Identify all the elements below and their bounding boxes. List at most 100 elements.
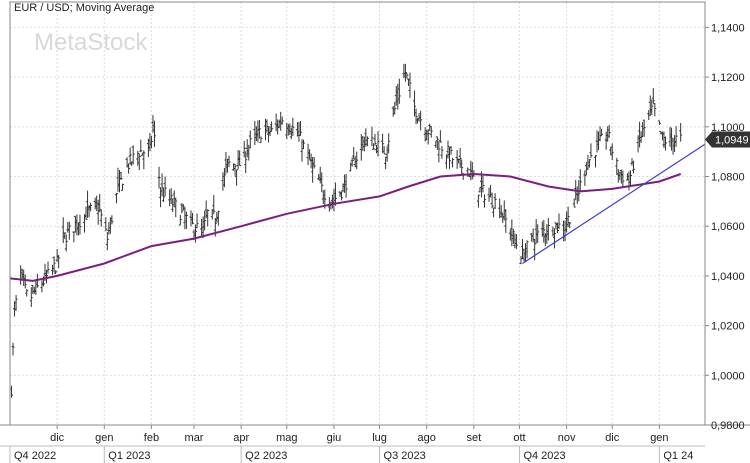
ohlc-bar — [190, 213, 194, 225]
ohlc-bar — [333, 182, 337, 206]
ohlc-bar — [235, 169, 239, 186]
ohlc-bar — [203, 210, 207, 231]
x-tick-label: apr — [233, 432, 249, 444]
ohlc-bar — [142, 150, 146, 170]
ohlc-bar — [490, 192, 494, 209]
quarter-label: Q1 24 — [663, 450, 693, 462]
ohlc-bar — [492, 207, 496, 218]
ohlc-bar — [114, 192, 118, 204]
ohlc-bar — [583, 170, 587, 186]
ohlc-bar — [131, 145, 135, 165]
ohlc-bar — [44, 269, 48, 284]
ohlc-bar — [381, 133, 385, 154]
x-tick-label: dic — [605, 432, 620, 444]
ohlc-bar — [259, 136, 263, 144]
ohlc-bar — [78, 214, 82, 235]
ohlc-bar — [397, 78, 401, 104]
x-tick-label: mag — [276, 432, 297, 444]
ohlc-bar — [481, 175, 485, 193]
quarter-label: Q4 2022 — [14, 450, 56, 462]
ohlc-bar — [265, 119, 269, 133]
plot-frame — [9, 1, 706, 426]
ohlc-bar — [533, 239, 537, 261]
y-tick-label: 1,0400 — [711, 271, 745, 283]
ohlc-bar — [607, 124, 611, 139]
ohlc-bar — [355, 151, 359, 170]
gridlines — [10, 2, 705, 426]
ohlc-bar — [440, 146, 444, 159]
ohlc-bar — [414, 108, 418, 125]
ohlc-bar — [476, 194, 480, 208]
ohlc-bar — [403, 63, 407, 82]
ohlc-bar — [54, 270, 58, 275]
ohlc-bar — [344, 174, 348, 198]
y-tick-label: 1,0200 — [711, 321, 745, 333]
ohlc-bar — [448, 147, 452, 169]
ohlc-bar — [426, 129, 430, 145]
ohlc-bar — [222, 167, 226, 188]
x-tick-label: nov — [558, 432, 576, 444]
ohlc-bar — [536, 224, 540, 243]
ohlc-bar — [23, 274, 27, 289]
ohlc-bar — [405, 72, 409, 79]
ohlc-bar — [25, 289, 29, 297]
ohlc-bar — [139, 139, 143, 152]
ohlc-bar — [184, 211, 188, 229]
ohlc-bar — [162, 187, 166, 202]
ohlc-bar — [149, 135, 153, 149]
ohlc-bar — [89, 202, 93, 212]
y-tick-label: 1,1000 — [711, 122, 745, 134]
ohlc-bar — [568, 222, 572, 229]
ohlc-bar — [340, 191, 344, 201]
ohlc-bar — [257, 119, 261, 139]
ohlc-bar — [371, 143, 375, 150]
x-tick-label: giu — [327, 432, 342, 444]
ohlc-bar — [72, 231, 76, 243]
ohlc-bar — [376, 131, 380, 157]
ohlc-bar — [163, 176, 167, 197]
ohlc-bar — [657, 120, 661, 125]
ohlc-bar — [248, 130, 252, 149]
ohlc-bar — [594, 155, 598, 168]
y-tick-label: 1,0800 — [711, 172, 745, 184]
ohlc-bar — [291, 117, 295, 137]
ohlc-bar — [546, 217, 550, 241]
ohlc-bar — [408, 72, 412, 98]
ohlc-bar — [566, 206, 570, 228]
moving-average-line — [9, 172, 682, 282]
ohlc-bar — [589, 143, 593, 158]
ohlc-bar — [552, 228, 556, 249]
y-tick-label: 1,1200 — [711, 72, 745, 84]
y-tick-label: 0,9800 — [711, 420, 745, 432]
ohlc-bar — [514, 234, 518, 250]
ohlc-bar — [387, 133, 391, 154]
ohlc-bar — [493, 193, 497, 209]
ohlc-bar — [370, 126, 374, 147]
ohlc-bar — [451, 157, 455, 168]
ohlc-bar — [458, 147, 462, 168]
y-tick-label: 1,1400 — [711, 22, 745, 34]
ohlc-bar — [64, 234, 68, 252]
ohlc-bar — [67, 221, 71, 240]
ohlc-bar — [460, 159, 464, 174]
ohlc-bar — [435, 136, 439, 150]
ohlc-bar — [446, 140, 450, 159]
ohlc-bar — [557, 213, 561, 230]
last-price-label: 1,0949 — [715, 134, 749, 146]
chart-title: EUR / USD; Moving Average — [14, 2, 154, 14]
x-tick-label: feb — [144, 432, 159, 444]
ohlc-bar — [206, 209, 210, 227]
ohlc-bar — [587, 159, 591, 168]
quarter-label: Q2 2023 — [245, 450, 287, 462]
ohlc-bar — [63, 232, 67, 240]
ohlc-bar — [663, 136, 667, 151]
support-trendline — [522, 143, 706, 264]
ohlc-bar — [615, 157, 619, 175]
ohlc-bar — [674, 126, 678, 147]
ohlc-bar — [110, 215, 114, 225]
quarter-label: Q1 2023 — [108, 450, 150, 462]
ohlc-bar — [653, 102, 657, 117]
x-tick-label: dic — [50, 432, 65, 444]
